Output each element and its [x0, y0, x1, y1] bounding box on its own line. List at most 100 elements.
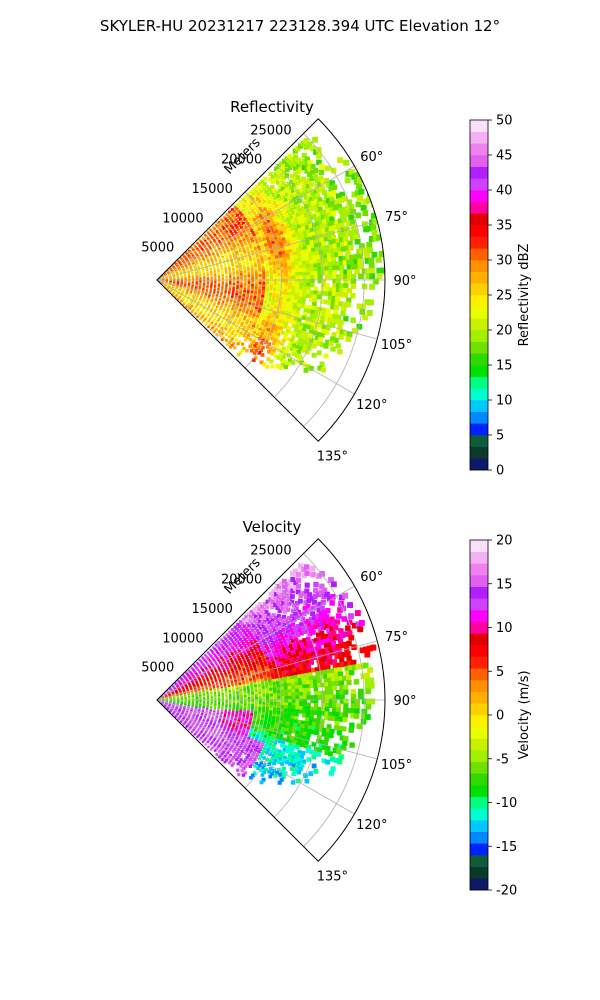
echo-cell	[290, 594, 295, 599]
echo-cell	[270, 250, 274, 254]
echo-cell	[269, 276, 274, 280]
echo-cell	[271, 594, 276, 599]
echo-cell	[276, 175, 281, 180]
echo-cell	[313, 587, 319, 594]
echo-cell	[252, 677, 256, 681]
echo-cell	[238, 631, 242, 635]
echo-cell	[236, 202, 240, 207]
echo-cell	[251, 324, 255, 328]
echo-cell	[267, 349, 272, 354]
echo-cell	[253, 682, 257, 686]
echo-cell	[328, 226, 334, 232]
echo-cell	[348, 204, 355, 210]
echo-cell	[263, 627, 268, 632]
echo-cell	[206, 274, 209, 277]
echo-cell	[232, 271, 235, 275]
echo-cell	[260, 179, 265, 184]
echo-cell	[291, 188, 296, 194]
echo-cell	[314, 230, 320, 236]
echo-cell	[208, 324, 211, 327]
echo-cell	[241, 260, 245, 263]
echo-cell	[277, 655, 282, 660]
echo-cell	[302, 200, 307, 206]
echo-cell	[317, 242, 323, 248]
echo-cell	[267, 662, 272, 666]
echo-cell	[275, 681, 280, 685]
echo-cell	[327, 677, 333, 683]
echo-cell	[327, 202, 334, 208]
echo-cell	[328, 703, 334, 708]
echo-cell	[338, 600, 344, 607]
echo-cell	[203, 694, 206, 697]
echo-cell	[313, 290, 318, 295]
echo-cell	[218, 702, 221, 705]
echo-cell	[370, 644, 377, 651]
echo-cell	[265, 637, 269, 641]
echo-cell	[236, 228, 240, 231]
echo-cell	[308, 616, 314, 622]
echo-cell	[238, 644, 242, 647]
echo-cell	[201, 668, 204, 672]
echo-cell	[257, 310, 261, 314]
echo-cell	[312, 318, 318, 323]
echo-cell	[220, 313, 223, 317]
echo-cell	[231, 266, 235, 269]
echo-cell	[279, 263, 284, 268]
echo-cell	[310, 275, 315, 280]
echo-cell	[202, 690, 205, 693]
echo-cell	[232, 252, 235, 255]
echo-cell	[335, 265, 341, 271]
echo-cell	[350, 659, 357, 666]
echo-cell	[230, 659, 234, 663]
echo-cell	[229, 650, 233, 654]
echo-cell	[323, 177, 330, 184]
echo-cell	[224, 305, 227, 308]
echo-cell	[288, 655, 293, 659]
echo-cell	[221, 255, 224, 259]
echo-cell	[279, 294, 284, 298]
echo-cell	[287, 705, 292, 710]
echo-cell	[251, 346, 256, 351]
echo-cell	[276, 634, 281, 639]
echo-cell	[254, 306, 258, 310]
echo-cell	[221, 704, 224, 707]
echo-cell	[232, 648, 236, 651]
echo-cell	[293, 671, 297, 676]
echo-cell	[265, 184, 270, 189]
echo-cell	[274, 302, 279, 307]
echo-cell	[240, 273, 243, 276]
echo-cell	[291, 351, 296, 357]
echo-cell	[250, 267, 254, 271]
echo-cell	[290, 647, 295, 652]
echo-cell	[214, 703, 217, 706]
echo-cell	[339, 222, 345, 229]
echo-cell	[221, 269, 224, 272]
echo-cell	[252, 255, 256, 259]
echo-cell	[265, 682, 269, 687]
echo-cell	[251, 239, 255, 243]
echo-cell	[294, 200, 299, 206]
echo-cell	[256, 312, 260, 316]
echo-cell	[320, 237, 325, 243]
echo-cell	[276, 232, 280, 237]
echo-cell	[209, 311, 212, 314]
echo-cell	[265, 693, 270, 697]
echo-cell	[292, 148, 298, 154]
echo-cell	[252, 257, 256, 261]
echo-cell	[293, 675, 298, 679]
echo-cell	[249, 245, 253, 249]
echo-cell	[246, 617, 250, 621]
echo-cell	[271, 174, 276, 179]
echo-cell	[284, 321, 289, 326]
echo-cell	[265, 617, 270, 622]
echo-cell	[270, 670, 274, 674]
echo-cell	[292, 171, 298, 177]
echo-cell	[301, 300, 306, 305]
echo-cell	[243, 631, 247, 635]
echo-cell	[309, 626, 315, 631]
echo-cell	[285, 645, 290, 650]
echo-cell	[305, 661, 311, 666]
echo-cell	[214, 240, 217, 243]
echo-cell	[236, 697, 240, 700]
echo-cell	[317, 617, 323, 623]
